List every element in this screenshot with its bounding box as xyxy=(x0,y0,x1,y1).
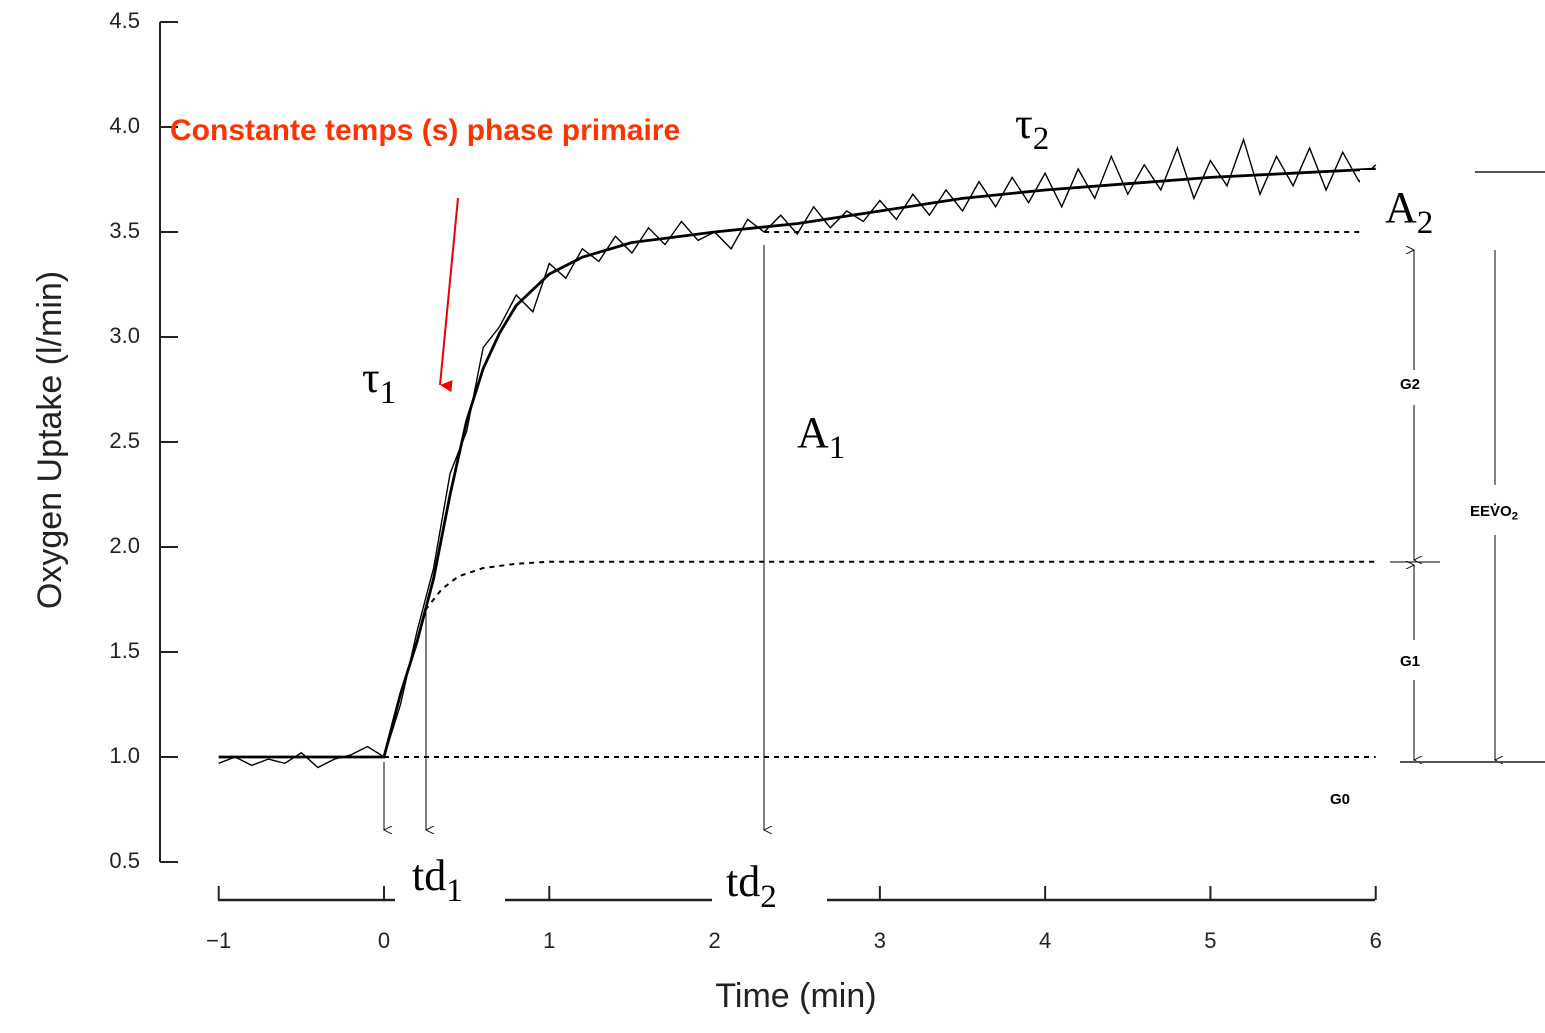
x-tick-label: 4 xyxy=(1039,928,1051,953)
x-tick-label: 1 xyxy=(543,928,555,953)
x-tick-label: −1 xyxy=(206,928,231,953)
annotation: EEV̇O2 xyxy=(1470,503,1518,523)
annotation: G1 xyxy=(1400,653,1420,670)
annotation: τ2 xyxy=(1015,99,1049,157)
annotation-sub: 1 xyxy=(829,430,846,466)
annotation-text: G1 xyxy=(1400,653,1420,670)
annotation-text: A xyxy=(1385,183,1417,232)
annotation-text: G2 xyxy=(1400,376,1420,393)
y-tick-label: 3.5 xyxy=(109,218,140,243)
label-box xyxy=(770,390,920,470)
annotation: A1 xyxy=(797,408,845,466)
annotation-sub: 1 xyxy=(380,375,397,411)
y-tick-label: 0.5 xyxy=(109,848,140,873)
annotation: td2 xyxy=(726,857,777,915)
y-tick-label: 4.5 xyxy=(109,8,140,33)
x-tick-label: 5 xyxy=(1204,928,1216,953)
annotation-text: td xyxy=(412,851,446,900)
x-tick-label: 3 xyxy=(874,928,886,953)
label-box xyxy=(712,845,827,915)
x-tick-label: 0 xyxy=(378,928,390,953)
annotation-sub: 2 xyxy=(1417,205,1434,241)
annotation-text: td xyxy=(726,857,760,906)
x-tick-label: 2 xyxy=(708,928,720,953)
label-box xyxy=(395,840,505,915)
annotation-sub: 2 xyxy=(760,879,777,915)
annotation-sub: 1 xyxy=(446,873,463,909)
y-axis-label: Oxygen Uptake (l/min) xyxy=(31,271,69,609)
red-arrow xyxy=(439,197,459,393)
x-axis-label: Time (min) xyxy=(715,977,876,1015)
y-tick-label: 2.0 xyxy=(109,533,140,558)
annotation-text: EEV̇O xyxy=(1470,503,1512,520)
y-tick-label: 4.0 xyxy=(109,113,140,138)
label-box xyxy=(355,355,425,425)
y-tick-label: 1.5 xyxy=(109,638,140,663)
annotation: td1 xyxy=(412,851,463,909)
y-tick-label: 3.0 xyxy=(109,323,140,348)
annotation-text: τ xyxy=(1015,99,1033,148)
annotation-sub: 2 xyxy=(1033,121,1050,157)
annotation: G2 xyxy=(1400,376,1420,393)
series-line xyxy=(218,167,1376,759)
annotation: τ1 xyxy=(362,353,396,411)
annotation-sub: 2 xyxy=(1512,510,1518,522)
label-box xyxy=(1360,170,1475,245)
annotation-text: A xyxy=(797,408,829,457)
annotation-text: τ xyxy=(362,353,380,402)
x-tick-label: 6 xyxy=(1370,928,1382,953)
annotation: A2 xyxy=(1385,183,1433,241)
y-tick-label: 1.0 xyxy=(109,743,140,768)
y-tick-label: 2.5 xyxy=(109,428,140,453)
chart-title: Constante temps (s) phase primaire xyxy=(170,114,680,147)
g0-label: G0 xyxy=(1330,791,1350,808)
series-line xyxy=(424,560,1376,611)
